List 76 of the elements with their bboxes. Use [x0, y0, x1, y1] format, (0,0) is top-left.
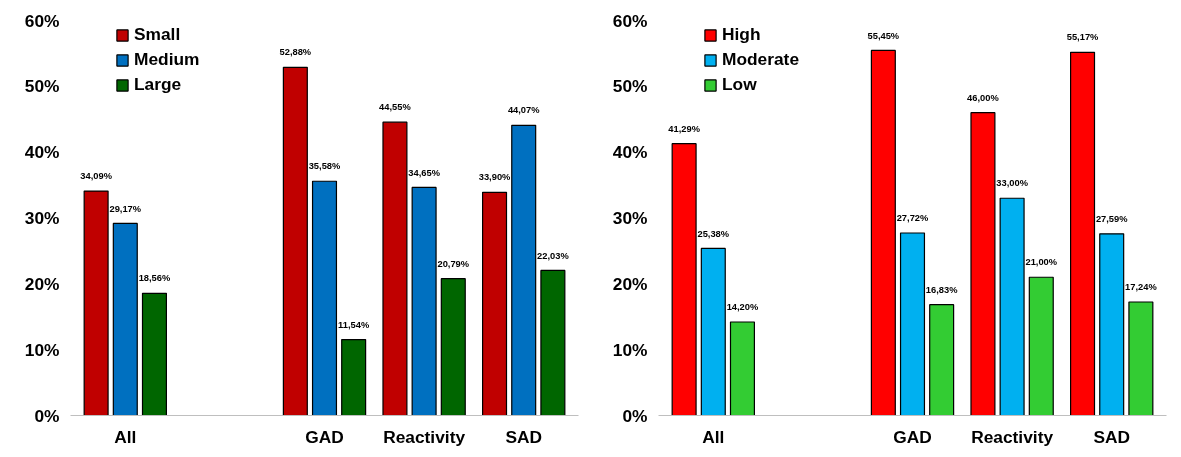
- data-label: 33,90%: [478, 172, 512, 183]
- data-label: 41,29%: [668, 123, 701, 134]
- data-label: 11,54%: [338, 319, 370, 330]
- bar: [83, 190, 109, 416]
- data-label: 55,45%: [867, 30, 900, 41]
- bar: [899, 232, 926, 416]
- bar: [729, 321, 755, 416]
- legend-label: Medium: [134, 49, 200, 70]
- bar: [482, 191, 508, 416]
- data-label: 33,00%: [996, 178, 1029, 189]
- bar: [1028, 276, 1054, 416]
- y-tick-label: 10%: [612, 339, 648, 360]
- x-tick-label: GAD: [305, 426, 344, 447]
- bar: [929, 304, 955, 416]
- y-tick-label: 20%: [612, 273, 648, 294]
- bar: [141, 292, 167, 416]
- legend-label: High: [722, 24, 761, 45]
- bar: [999, 197, 1025, 416]
- x-tick-label: All: [114, 426, 137, 447]
- y-tick-label: 40%: [612, 142, 648, 163]
- data-label: 17,24%: [1125, 282, 1158, 293]
- y-tick-label: 50%: [24, 76, 60, 97]
- y-tick-label: 0%: [34, 405, 60, 426]
- bar: [1099, 233, 1125, 416]
- data-label: 55,17%: [1066, 32, 1100, 43]
- x-tick-label: SAD: [1093, 426, 1131, 447]
- data-label: 52,88%: [279, 47, 312, 58]
- data-label: 34,65%: [408, 167, 441, 178]
- legend-label: Large: [134, 74, 182, 95]
- data-label: 21,00%: [1025, 257, 1058, 268]
- y-tick-label: 50%: [612, 76, 648, 97]
- data-label: 44,55%: [379, 102, 412, 113]
- x-tick-label: SAD: [505, 426, 543, 447]
- x-tick-label: GAD: [893, 426, 932, 447]
- bar: [1128, 301, 1154, 416]
- data-label: 29,17%: [109, 203, 142, 214]
- data-label: 44,07%: [507, 105, 541, 116]
- bar: [511, 124, 537, 416]
- legend-label: Moderate: [722, 49, 800, 70]
- y-tick-label: 60%: [612, 10, 648, 31]
- data-label: 16,83%: [925, 284, 959, 295]
- y-tick-label: 20%: [24, 273, 60, 294]
- y-tick-label: 60%: [24, 10, 60, 31]
- bar: [671, 143, 697, 416]
- bar: [870, 49, 896, 416]
- x-tick-label: Reactivity: [971, 426, 1054, 447]
- bar: [1070, 51, 1096, 416]
- data-label: 27,72%: [896, 213, 930, 224]
- data-label: 18,56%: [138, 273, 171, 284]
- x-tick-label: Reactivity: [383, 426, 466, 447]
- data-label: 14,20%: [726, 302, 759, 313]
- data-label: 25,38%: [697, 228, 730, 239]
- data-label: 22,03%: [537, 250, 570, 261]
- data-label: 20,79%: [437, 258, 470, 269]
- bar: [382, 121, 408, 416]
- bar: [341, 338, 367, 416]
- bar: [411, 186, 437, 416]
- bar: [970, 112, 996, 416]
- bar: [540, 269, 566, 416]
- data-label: 46,00%: [967, 92, 1000, 103]
- y-tick-label: 30%: [24, 208, 60, 228]
- x-tick-label: All: [702, 426, 725, 447]
- y-tick-label: 0%: [622, 405, 648, 426]
- bar: [440, 278, 466, 416]
- legend-label: Low: [722, 74, 757, 95]
- y-tick-label: 10%: [24, 339, 60, 360]
- bar: [311, 180, 338, 416]
- bar: [112, 222, 138, 416]
- legend-label: Small: [134, 24, 181, 45]
- data-label: 35,58%: [308, 161, 342, 172]
- y-tick-label: 30%: [612, 208, 648, 228]
- y-tick-label: 40%: [24, 142, 60, 163]
- bar: [282, 66, 308, 416]
- data-label: 27,59%: [1095, 213, 1129, 224]
- bar: [700, 247, 726, 416]
- data-label: 34,09%: [80, 171, 113, 182]
